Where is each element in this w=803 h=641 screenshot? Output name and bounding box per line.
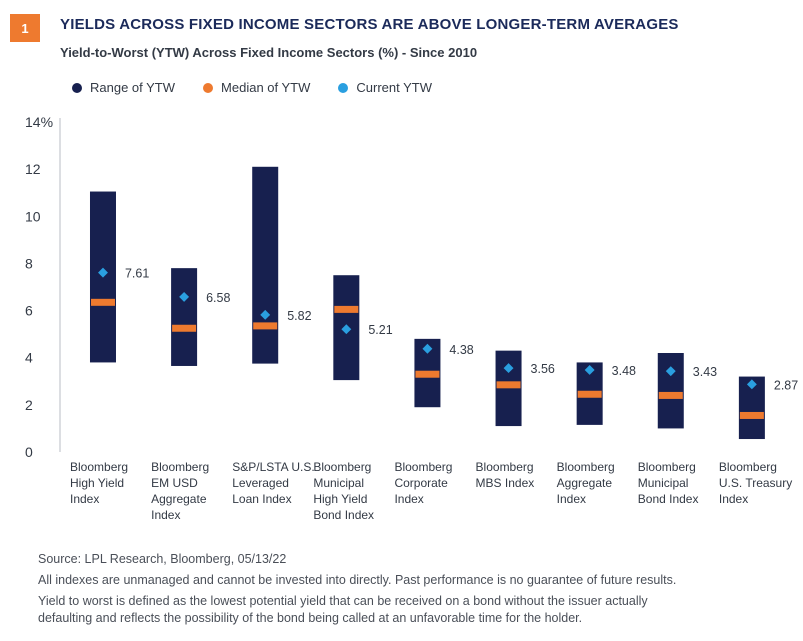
x-category-label: Bloomberg	[313, 460, 371, 474]
source-note: Source: LPL Research, Bloomberg, 05/13/2…	[38, 552, 287, 566]
x-category-label: Bond Index	[313, 508, 374, 522]
current-marker	[665, 366, 676, 377]
current-value-label: 3.43	[693, 365, 717, 379]
footer-notes: Source: LPL Research, Bloomberg, 05/13/2…	[38, 551, 676, 627]
current-value-label: 7.61	[125, 267, 149, 281]
legend-item-median: Median of YTW	[203, 80, 310, 95]
legend-median-swatch	[203, 82, 214, 93]
x-category-label: Bloomberg	[394, 460, 452, 474]
x-category-label: Index	[394, 492, 423, 506]
x-category-label: Bloomberg	[476, 460, 534, 474]
median-marker	[253, 322, 278, 330]
legend-item-current: Current YTW	[338, 80, 432, 95]
legend-range-label: Range of YTW	[90, 80, 176, 95]
x-category-label: Aggregate	[557, 476, 613, 490]
x-category-label: Municipal	[638, 476, 689, 490]
median-marker	[334, 305, 359, 313]
current-value-label: 5.82	[287, 309, 311, 323]
current-marker	[746, 379, 757, 390]
current-marker	[341, 324, 352, 335]
x-category-label: EM USD	[151, 476, 198, 490]
x-category-label: Leveraged	[232, 476, 289, 490]
x-category-label: Index	[151, 508, 180, 522]
x-category-label: Corporate	[394, 476, 448, 490]
legend-current-swatch	[338, 82, 349, 93]
current-marker	[260, 309, 271, 320]
chart-legend: Range of YTW Median of YTW Current YTW	[72, 80, 432, 95]
range-bar	[171, 268, 198, 366]
x-category-label: Aggregate	[151, 492, 207, 506]
median-marker	[739, 411, 764, 419]
x-category-label: Index	[70, 492, 99, 506]
x-category-label: Bloomberg	[70, 460, 128, 474]
y-tick-label: 8	[25, 255, 33, 271]
x-category-label: Bloomberg	[151, 460, 209, 474]
range-bar	[252, 166, 279, 364]
x-category-label: Index	[557, 492, 586, 506]
chart-title: YIELDS ACROSS FIXED INCOME SECTORS ARE A…	[60, 16, 679, 33]
median-marker	[577, 390, 602, 398]
x-category-label: Bond Index	[638, 492, 699, 506]
legend-median-label: Median of YTW	[221, 80, 311, 95]
y-tick-label: 10	[25, 208, 41, 224]
median-marker	[90, 298, 115, 306]
current-value-label: 3.56	[531, 362, 555, 376]
y-tick-label: 12	[25, 161, 41, 177]
x-category-label: Bloomberg	[557, 460, 615, 474]
current-value-label: 4.38	[449, 343, 473, 357]
figure-number-badge: 1	[10, 14, 40, 42]
definition-note-line-2: defaulting and reflects the possibility …	[38, 611, 583, 625]
x-category-label: Loan Index	[232, 492, 291, 506]
x-category-label: High Yield	[70, 476, 124, 490]
range-chart: 0 2 4 6 8 10 12 14% 7.61 Bloomberg High Yield Index…	[25, 114, 798, 522]
y-tick-label: 14%	[25, 114, 53, 130]
x-category-label: U.S. Treasury	[719, 476, 792, 490]
current-value-label: 2.87	[774, 378, 798, 392]
legend-range-swatch	[72, 82, 82, 93]
x-category-label: S&P/LSTA U.S.	[232, 460, 314, 474]
range-bar	[495, 350, 522, 427]
current-marker	[584, 365, 595, 375]
current-value-label: 3.48	[612, 364, 636, 378]
y-tick-label: 4	[25, 350, 33, 366]
y-tick-label: 0	[25, 444, 33, 460]
disclaimer-note: All indexes are unmanaged and cannot be …	[38, 573, 677, 587]
median-marker	[172, 324, 197, 332]
y-tick-label: 6	[25, 303, 33, 319]
x-category-label: MBS Index	[476, 476, 535, 490]
x-category-label: Bloomberg	[638, 460, 696, 474]
chart-subtitle: Yield-to-Worst (YTW) Across Fixed Income…	[60, 45, 478, 60]
y-tick-label: 2	[25, 397, 33, 413]
legend-item-range: Range of YTW	[72, 80, 175, 95]
definition-note-line-1: Yield to worst is defined as the lowest …	[38, 594, 648, 608]
current-value-label: 6.58	[206, 291, 230, 305]
x-category-label: Index	[719, 492, 748, 506]
current-marker	[422, 343, 433, 354]
range-bar	[657, 353, 684, 429]
median-marker	[496, 381, 521, 389]
current-marker	[179, 291, 190, 302]
current-marker	[503, 363, 514, 374]
x-category-label: Bloomberg	[719, 460, 777, 474]
current-value-label: 5.21	[368, 323, 392, 337]
x-category-label: High Yield	[313, 492, 367, 506]
median-marker	[415, 370, 440, 378]
legend-current-label: Current YTW	[356, 80, 432, 95]
x-category-label: Municipal	[313, 476, 364, 490]
median-marker	[658, 391, 683, 399]
